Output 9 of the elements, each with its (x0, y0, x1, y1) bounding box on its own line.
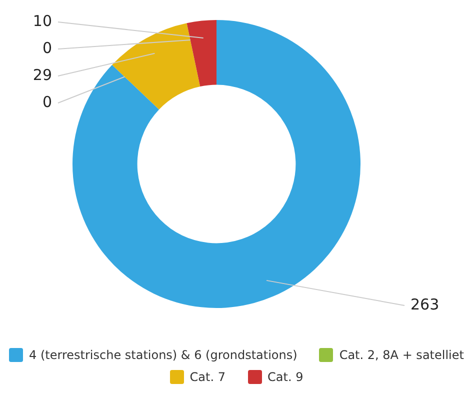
legend-label: Cat. 7 (190, 370, 226, 384)
data-label: 263 (410, 295, 440, 314)
data-label: 10 (32, 12, 52, 30)
text: 0 (42, 38, 52, 57)
legend-label: 4 (terrestrische stations) & 6 (grondstations) (29, 348, 298, 362)
data-label: 29 (32, 66, 52, 84)
text: 0 (42, 92, 52, 111)
legend-label: Cat. 2, 8A + satelliet (339, 348, 464, 362)
legend-label: Cat. 9 (268, 370, 304, 384)
